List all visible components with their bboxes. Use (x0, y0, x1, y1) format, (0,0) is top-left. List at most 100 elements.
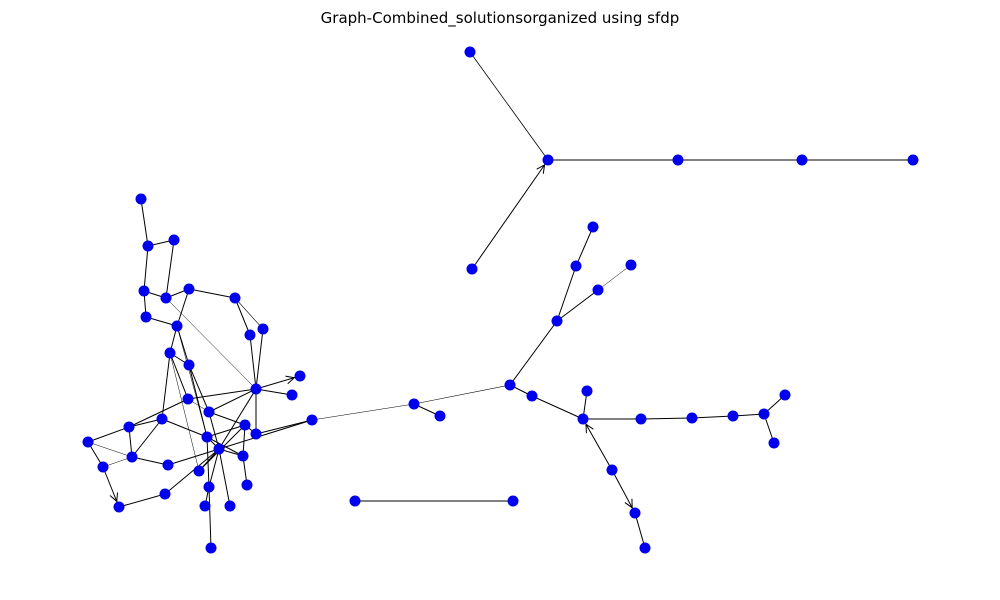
graph-node (466, 263, 478, 275)
graph-node (257, 323, 269, 335)
graph-edge (169, 352, 189, 400)
graph-edge (140, 198, 149, 247)
graph-node (464, 46, 476, 58)
graph-edge (128, 418, 163, 428)
graph-edge (167, 448, 220, 466)
graph-node (629, 507, 641, 519)
graph-node (758, 408, 770, 420)
graph-edge (255, 328, 264, 390)
edge-arrowhead (624, 498, 633, 509)
graph-edge (469, 51, 549, 161)
graph-edge (118, 493, 166, 508)
graph-node (408, 398, 420, 410)
graph-node (635, 413, 647, 425)
graph-edge (234, 297, 251, 336)
edge-arrowhead (585, 423, 594, 434)
graph-node (193, 465, 205, 477)
graph-edge (87, 426, 130, 443)
graph-edge (218, 419, 313, 450)
graph-edge (611, 469, 636, 514)
graph-node (229, 292, 241, 304)
graph-edge (509, 320, 558, 386)
graph-edge (165, 239, 175, 299)
graph-node (135, 193, 147, 205)
graph-node (768, 437, 780, 449)
graph-node (250, 428, 262, 440)
graph-edge (255, 419, 313, 435)
graph-node (294, 370, 306, 382)
graph-node (504, 379, 516, 391)
graph-edge (634, 512, 646, 549)
graph-edge (176, 288, 190, 327)
graph-edge (102, 466, 120, 508)
graph-node (306, 414, 318, 426)
graph-node (183, 359, 195, 371)
graph-edge (208, 411, 246, 426)
graph-edge (143, 245, 149, 292)
graph-node (592, 284, 604, 296)
graph-edge (176, 325, 208, 438)
graph-edge (582, 418, 613, 471)
graph-node (686, 412, 698, 424)
graph-node (213, 443, 225, 455)
graph-node (907, 154, 919, 166)
graph-node (199, 500, 211, 512)
graph-edge (87, 441, 133, 458)
graph-node (205, 542, 217, 554)
graph-edge (169, 352, 200, 472)
graph-node (97, 461, 109, 473)
graph-edge (249, 334, 257, 390)
graph-edge (556, 289, 599, 322)
graph-edge (164, 448, 220, 495)
graph-node (183, 283, 195, 295)
graph-node (82, 436, 94, 448)
graph-node (162, 459, 174, 471)
graph-edge (640, 417, 693, 420)
graph-edge (206, 424, 246, 438)
graph-node (526, 390, 538, 402)
graph-edge (691, 415, 734, 419)
graph-node (224, 500, 236, 512)
graph-node (164, 347, 176, 359)
edge-arrowhead (536, 164, 546, 174)
graph-node (577, 413, 589, 425)
graph-node (434, 410, 446, 422)
graph-edge (188, 288, 236, 299)
graph-edge (208, 486, 212, 549)
graph-node (625, 259, 637, 271)
graph-node (159, 488, 171, 500)
graph-edge (234, 297, 264, 330)
edge-arrowhead (285, 375, 296, 385)
graph-node (244, 329, 256, 341)
graph-node (239, 419, 251, 431)
graph-node (126, 451, 138, 463)
graph-node (138, 285, 150, 297)
graph-edge (311, 403, 415, 421)
graph-edge (131, 418, 163, 458)
edge-layer (87, 51, 913, 549)
graph-edge (131, 456, 169, 466)
graph-node (639, 542, 651, 554)
graph-edge (165, 297, 257, 390)
graph-node (203, 406, 215, 418)
edge-arrowhead (109, 492, 119, 503)
graph-node (156, 413, 168, 425)
node-layer (82, 46, 919, 554)
graph-node (542, 154, 554, 166)
graph-node (241, 479, 253, 491)
figure-title: Graph-Combined_solutionsorganized using … (320, 9, 680, 27)
graph-edge (188, 364, 210, 413)
graph-node (587, 221, 599, 233)
graph-edge (413, 384, 511, 405)
graph-node (182, 393, 194, 405)
graph-edge (218, 388, 257, 450)
graph-edge (208, 448, 220, 488)
graph-edge (128, 398, 189, 428)
graph-node (349, 495, 361, 507)
graph-node (171, 320, 183, 332)
graph-node (570, 260, 582, 272)
graph-node (796, 154, 808, 166)
graph-node (168, 234, 180, 246)
graph-node (201, 431, 213, 443)
